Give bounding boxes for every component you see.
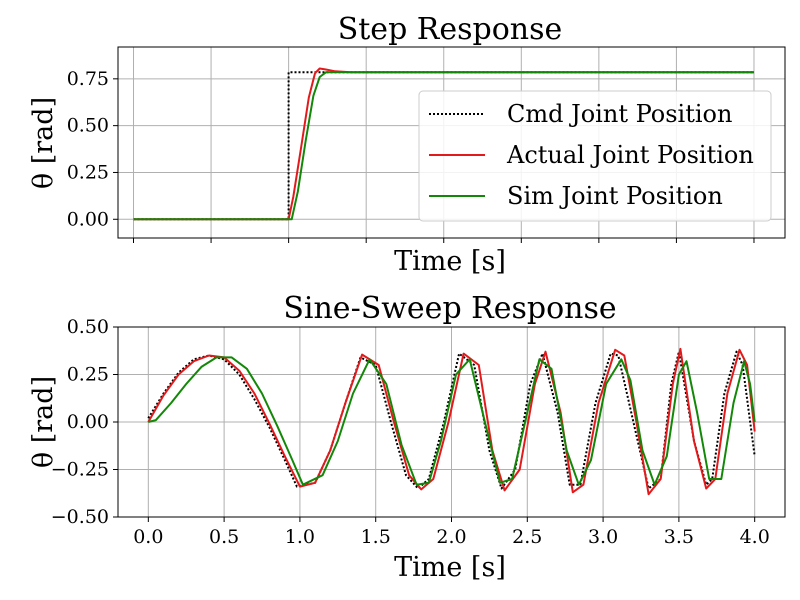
- step-series-sim-joint-position-line: [133, 71, 754, 221]
- step-response-xlabel: Time [s]: [394, 246, 506, 277]
- step-response-ylabel: θ [rad]: [28, 97, 59, 189]
- step-ytick-label: 0.00: [67, 208, 109, 230]
- step-response-title: Step Response: [338, 12, 563, 47]
- sweep-xtick-label: 1.0: [285, 526, 315, 548]
- sine-sweep-title: Sine-Sweep Response: [283, 291, 616, 326]
- legend-label-actual-joint-position: Actual Joint Position: [506, 141, 754, 169]
- sweep-xtick-label: 0.0: [133, 526, 163, 548]
- sweep-ytick-label: −0.50: [51, 506, 109, 528]
- sweep-xtick-label: 2.5: [512, 526, 542, 548]
- sweep-series-actual-joint-position-line: [147, 347, 756, 496]
- sweep-ytick-label: 0.00: [67, 411, 109, 433]
- sine-sweep-panel: Sine-Sweep Response Time [s] θ [rad] 0.0…: [28, 291, 786, 583]
- legend: Cmd Joint Position Actual Joint Position S…: [418, 90, 772, 222]
- sine-sweep-xlabel: Time [s]: [394, 552, 506, 583]
- sweep-xtick-label: 4.0: [740, 526, 770, 548]
- step-response-panel: Step Response Time [s] θ [rad] 0.00 0.25 0…: [28, 12, 786, 277]
- legend-box: [418, 90, 772, 222]
- step-ytick-label: 0.25: [67, 161, 109, 183]
- sine-sweep-ylabel: θ [rad]: [28, 376, 59, 468]
- sweep-xtick-label: 2.0: [436, 526, 466, 548]
- legend-label-cmd-joint-position: Cmd Joint Position: [507, 100, 732, 128]
- sweep-xtick-label: 0.5: [209, 526, 239, 548]
- step-ytick-label: 0.75: [67, 68, 109, 90]
- sweep-xtick-label: 3.0: [588, 526, 618, 548]
- sweep-ytick-label: 0.25: [67, 364, 109, 386]
- sweep-xtick-label: 3.5: [664, 526, 694, 548]
- step-ytick-label: 0.50: [67, 115, 109, 137]
- legend-label-sim-joint-position: Sim Joint Position: [507, 182, 723, 210]
- sweep-ytick-label: −0.25: [51, 459, 109, 481]
- sweep-xtick-label: 1.5: [361, 526, 391, 548]
- sweep-series-sim-joint-position-line: [148, 356, 756, 486]
- sweep-ytick-label: 0.50: [67, 316, 109, 338]
- step-plot-frame: [117, 46, 786, 239]
